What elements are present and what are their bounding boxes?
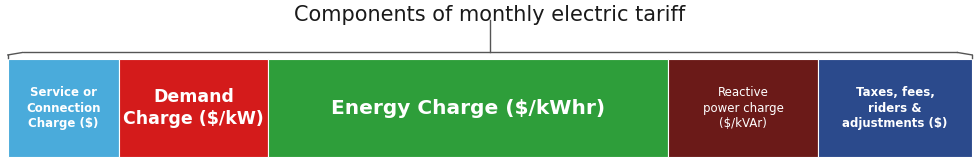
- Text: Energy Charge ($/kWhr): Energy Charge ($/kWhr): [331, 99, 606, 118]
- Text: Service or
Connection
Charge ($): Service or Connection Charge ($): [26, 86, 101, 130]
- Text: Reactive
power charge
($/kVAr): Reactive power charge ($/kVAr): [703, 86, 784, 130]
- Bar: [8, 59, 119, 157]
- Bar: [269, 59, 668, 157]
- Bar: [668, 59, 818, 157]
- Text: Components of monthly electric tariff: Components of monthly electric tariff: [294, 5, 686, 25]
- Bar: [818, 59, 972, 157]
- Bar: [119, 59, 269, 157]
- Text: Taxes, fees,
riders &
adjustments ($): Taxes, fees, riders & adjustments ($): [843, 86, 948, 130]
- Text: Demand
Charge ($/kW): Demand Charge ($/kW): [123, 89, 264, 128]
